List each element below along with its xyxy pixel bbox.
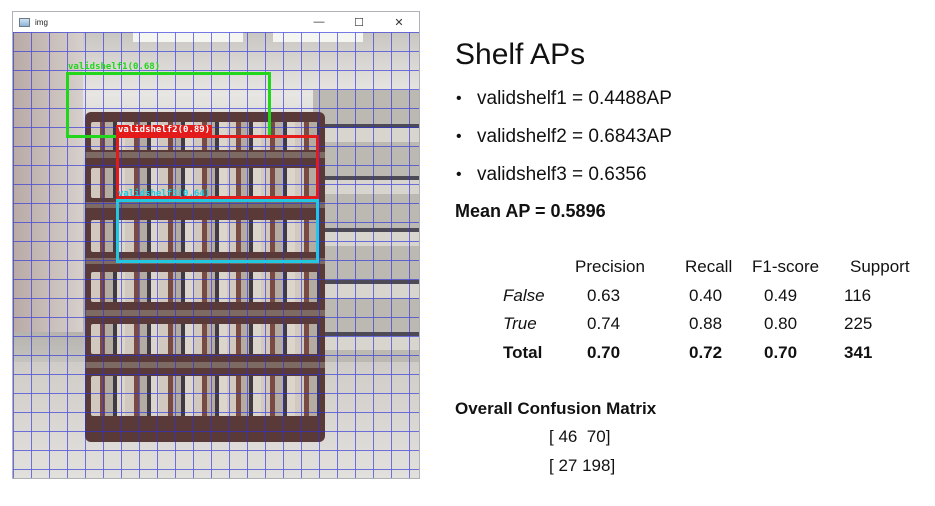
header-f1: F1-score — [752, 257, 820, 276]
confusion-matrix-row: [ 27 198] — [549, 456, 616, 475]
ap-text: validshelf3 = 0.6356 — [477, 164, 647, 185]
list-item: • validshelf2 = 0.6843AP — [455, 124, 672, 162]
cell-support: 341 — [844, 343, 873, 362]
bbox-label: validshelf2(0.89) — [116, 125, 213, 136]
confusion-matrix-row: [ 46 70] — [549, 427, 611, 446]
row-label: False — [503, 286, 545, 305]
window-title: img — [35, 17, 48, 27]
detection-image: validshelf1(0.68) validshelf2(0.89) vali… — [13, 32, 419, 478]
results-panel: Shelf APs • validshelf1 = 0.4488AP • val… — [455, 0, 930, 506]
window-titlebar[interactable]: img — ☐ ✕ — [13, 12, 419, 32]
row-label: True — [503, 314, 537, 333]
minimize-button[interactable]: — — [313, 16, 325, 28]
shelf-ap-list: • validshelf1 = 0.4488AP • validshelf2 =… — [455, 86, 672, 200]
cell-recall: 0.88 — [689, 314, 723, 333]
cell-precision: 0.74 — [587, 314, 621, 333]
mean-ap: Mean AP = 0.5896 — [455, 201, 606, 221]
bbox-validshelf2: validshelf2(0.89) — [116, 125, 319, 199]
maximize-button[interactable]: ☐ — [354, 16, 364, 29]
cell-precision: 0.70 — [587, 343, 621, 362]
confusion-matrix-title: Overall Confusion Matrix — [455, 399, 657, 418]
list-item: • validshelf3 = 0.6356 — [455, 162, 672, 200]
image-app-icon — [19, 17, 30, 27]
cell-support: 116 — [844, 286, 872, 305]
image-window: img — ☐ ✕ validshelf1(0.68) valids — [12, 11, 420, 479]
header-recall: Recall — [685, 257, 733, 276]
cell-recall: 0.72 — [689, 343, 723, 362]
row-label: Total — [503, 343, 543, 362]
cell-f1: 0.49 — [764, 286, 798, 305]
table-row: True 0.74 0.88 0.80 225 — [455, 311, 930, 337]
cell-support: 225 — [844, 314, 873, 333]
cell-f1: 0.80 — [764, 314, 798, 333]
close-button[interactable]: ✕ — [394, 16, 404, 29]
header-precision: Precision — [575, 257, 645, 276]
list-item: • validshelf1 = 0.4488AP — [455, 86, 672, 124]
ap-text: validshelf1 = 0.4488AP — [477, 88, 672, 109]
bbox-validshelf3: validshelf3(0.64) — [116, 189, 319, 263]
header-support: Support — [850, 257, 910, 276]
cell-f1: 0.70 — [764, 343, 798, 362]
bbox-label: validshelf1(0.68) — [68, 62, 161, 72]
table-row: False 0.63 0.40 0.49 116 — [455, 283, 930, 309]
cell-recall: 0.40 — [689, 286, 723, 305]
bullet-icon: • — [456, 166, 462, 183]
table-row-total: Total 0.70 0.72 0.70 341 — [455, 340, 930, 366]
bullet-icon: • — [456, 128, 462, 145]
bullet-icon: • — [456, 90, 462, 107]
report-header-row: Precision Recall F1-score Support — [455, 254, 930, 280]
panel-title: Shelf APs — [455, 38, 586, 71]
ap-text: validshelf2 = 0.6843AP — [477, 126, 672, 147]
cell-precision: 0.63 — [587, 286, 621, 305]
bbox-label: validshelf3(0.64) — [118, 189, 211, 199]
grid-overlay — [13, 32, 419, 478]
